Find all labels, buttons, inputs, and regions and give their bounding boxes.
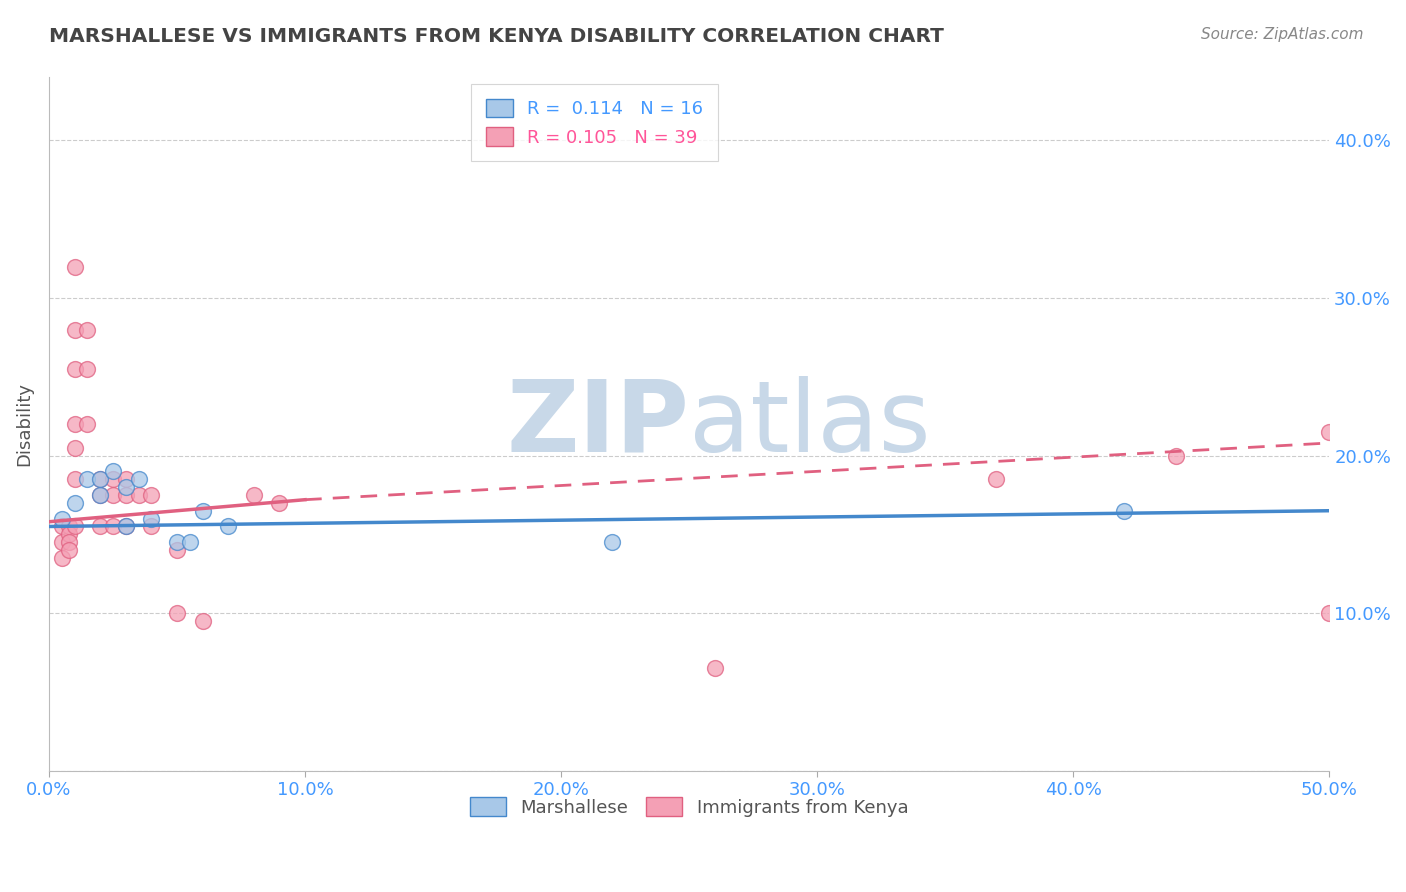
Point [217,519,239,533]
Point [128,488,150,502]
Point [191,504,214,518]
Point [76,322,98,336]
Point [63,322,86,336]
Point [128,472,150,486]
Point [166,606,188,620]
Point [101,464,124,478]
Point [141,488,163,502]
Point [114,488,136,502]
Point [58,535,80,549]
Point [141,519,163,533]
Point [101,488,124,502]
Point [63,496,86,510]
Point [89,519,111,533]
Point [51,551,73,566]
Point [76,362,98,376]
Point [114,519,136,533]
Point [51,535,73,549]
Point [58,527,80,541]
Point [1164,449,1187,463]
Point [114,519,136,533]
Text: ZIP: ZIP [506,376,689,473]
Point [89,488,111,502]
Point [63,441,86,455]
Point [166,543,188,558]
Point [51,519,73,533]
Point [600,535,623,549]
Point [76,417,98,431]
Point [63,260,86,274]
Point [166,535,188,549]
Point [63,519,86,533]
Point [51,511,73,525]
Point [58,543,80,558]
Point [101,472,124,486]
Point [269,496,291,510]
Point [58,519,80,533]
Y-axis label: Disability: Disability [15,382,32,466]
Point [1114,504,1136,518]
Point [63,362,86,376]
Point [243,488,266,502]
Text: Source: ZipAtlas.com: Source: ZipAtlas.com [1201,27,1364,42]
Point [114,472,136,486]
Point [63,472,86,486]
Text: atlas: atlas [689,376,931,473]
Point [179,535,201,549]
Point [191,614,214,628]
Point [986,472,1008,486]
Point [114,480,136,494]
Point [1317,606,1340,620]
Point [63,417,86,431]
Text: MARSHALLESE VS IMMIGRANTS FROM KENYA DISABILITY CORRELATION CHART: MARSHALLESE VS IMMIGRANTS FROM KENYA DIS… [49,27,943,45]
Point [703,661,725,675]
Point [89,472,111,486]
Point [89,472,111,486]
Point [101,519,124,533]
Point [141,511,163,525]
Point [1317,425,1340,439]
Point [76,472,98,486]
Point [89,488,111,502]
Legend: Marshallese, Immigrants from Kenya: Marshallese, Immigrants from Kenya [463,790,915,824]
